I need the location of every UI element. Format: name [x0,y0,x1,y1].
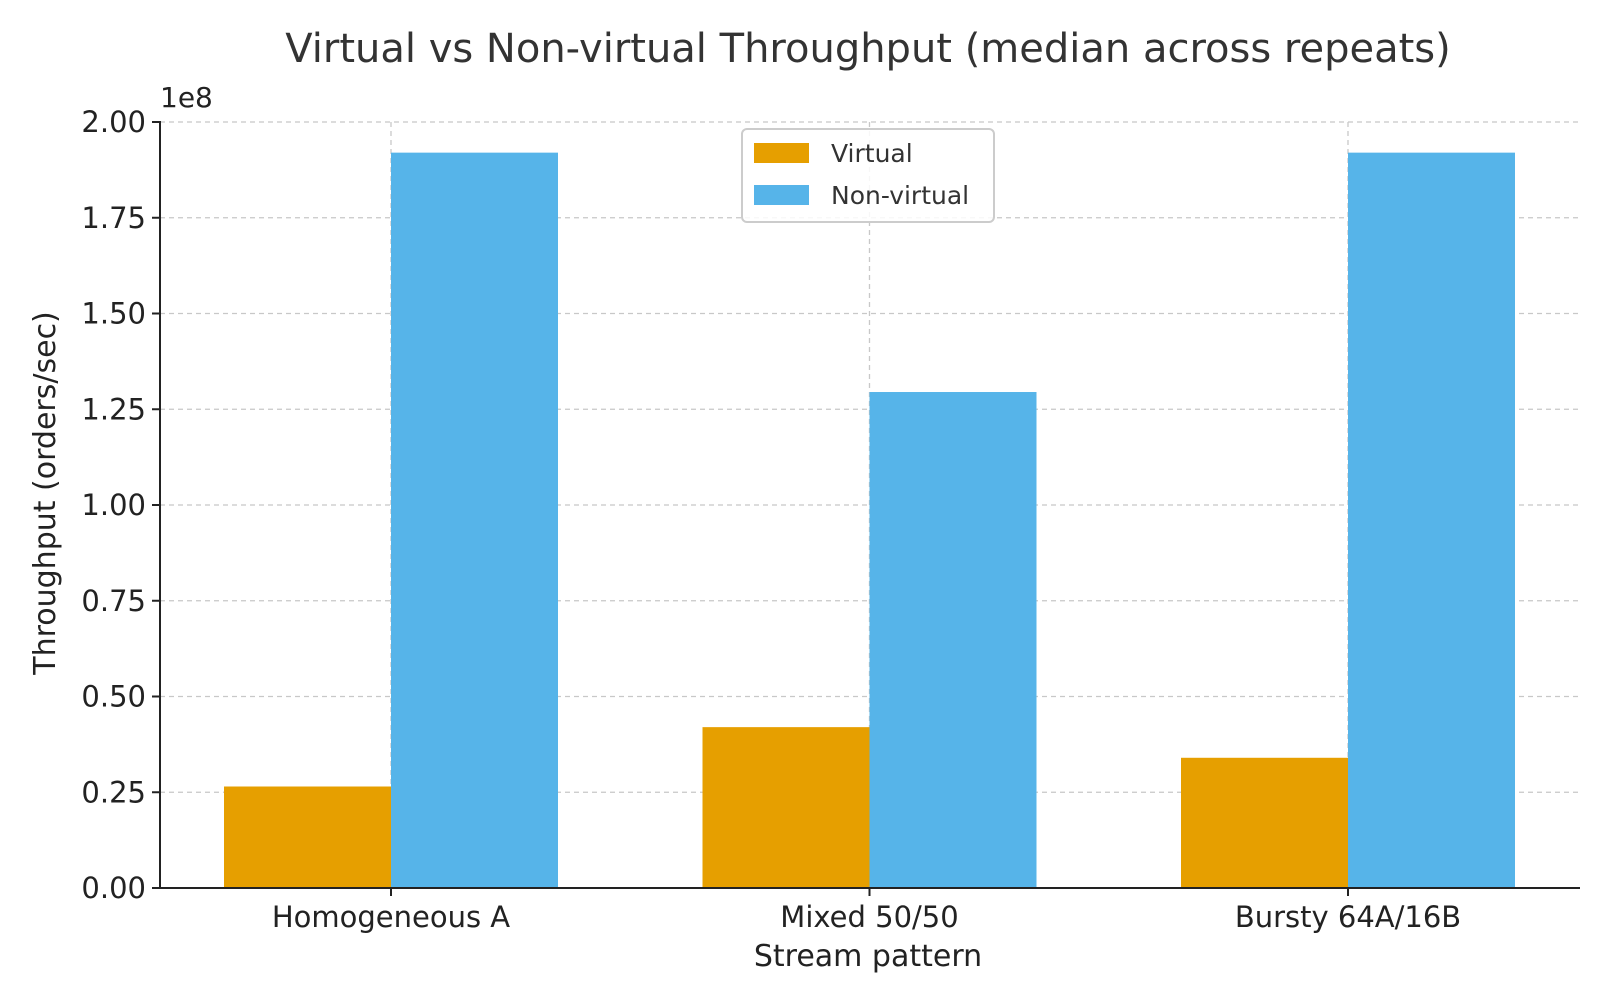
y-tick-label: 1.00 [81,488,146,522]
bars [224,152,1515,888]
legend-label-virtual: Virtual [831,139,913,168]
y-tick-label: 1.75 [81,201,146,235]
bar-virtual [1181,757,1348,888]
legend: Virtual Non-virtual [741,128,995,223]
bar-non-virtual [1348,152,1515,888]
y-axis-label: Throughput (orders/sec) [28,311,63,676]
y-tick-label: 0.25 [81,775,146,809]
legend-label-non-virtual: Non-virtual [831,181,969,210]
bar-virtual [224,786,391,888]
bar-virtual [702,727,870,888]
x-tick-label: Bursty 64A/16B [1235,900,1461,934]
x-axis-label: Stream pattern [754,939,982,974]
x-tick-label: Mixed 50/50 [780,900,958,934]
chart-title: Virtual vs Non-virtual Throughput (media… [285,26,1450,72]
x-tick-label: Homogeneous A [272,900,510,934]
y-tick-label: 0.00 [81,871,146,905]
y-axis-ticks: 0.00 0.25 0.50 0.75 1.00 1.25 1.50 1.75 2.00 [81,105,160,905]
legend-swatch-virtual [754,143,809,163]
y-tick-label: 0.50 [81,680,146,714]
bar-non-virtual [869,392,1037,888]
x-axis-ticks: Homogeneous A Mixed 50/50 Bursty 64A/16B [272,888,1461,934]
y-axis-offset-label: 1e8 [160,81,213,114]
y-tick-label: 0.75 [81,584,146,618]
y-tick-label: 1.50 [81,297,146,331]
legend-swatch-non-virtual [754,185,809,205]
bar-non-virtual [391,152,558,888]
y-tick-label: 1.25 [81,392,146,426]
y-tick-label: 2.00 [81,105,146,139]
